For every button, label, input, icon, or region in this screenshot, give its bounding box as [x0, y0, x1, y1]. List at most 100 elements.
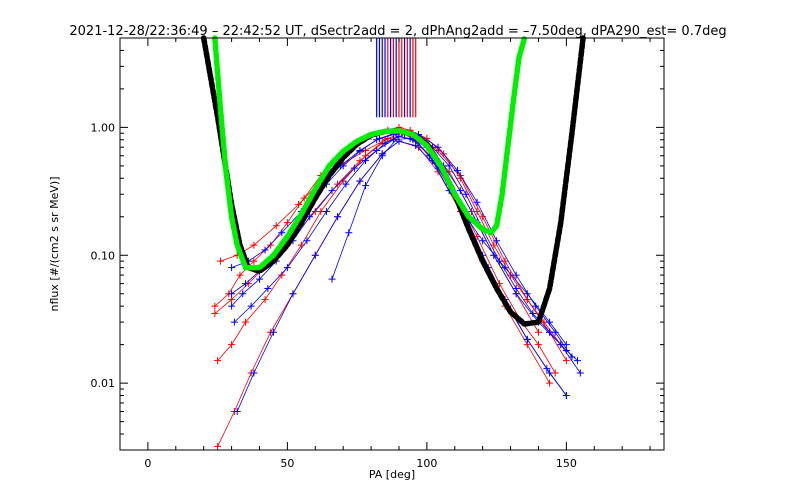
data-point-blue — [356, 177, 364, 185]
data-point-blue — [412, 142, 420, 150]
data-point-blue — [356, 146, 364, 154]
data-point-blue — [283, 264, 291, 272]
plot-frame — [119, 37, 665, 451]
data-point-blue — [255, 275, 263, 283]
data-point-red — [283, 219, 291, 227]
data-point-red — [216, 257, 224, 265]
data-point-red — [278, 271, 286, 279]
data-point-red — [261, 296, 269, 304]
data-point-blue — [375, 134, 383, 142]
data-point-blue — [546, 318, 554, 326]
series-line-blue — [231, 137, 581, 374]
data-point-red — [490, 241, 498, 249]
data-point-blue — [512, 290, 520, 298]
data-point-blue — [261, 246, 269, 254]
data-point-blue — [328, 275, 336, 283]
data-point-red — [214, 357, 222, 365]
data-point-red — [562, 357, 570, 365]
plot-area — [200, 35, 586, 450]
data-point-blue — [278, 229, 286, 237]
data-point-blue — [462, 190, 470, 198]
data-point-blue — [328, 187, 336, 195]
chart-title: 2021-12-28/22:36:49 – 22:42:52 UT, dSect… — [69, 24, 726, 39]
data-point-red — [295, 200, 303, 208]
data-point-blue — [342, 180, 350, 188]
data-point-red — [311, 207, 319, 215]
data-point-blue — [239, 290, 247, 298]
data-point-red — [228, 341, 236, 349]
data-point-blue — [456, 187, 464, 195]
data-point-blue — [479, 237, 487, 245]
data-point-blue — [434, 143, 442, 151]
data-point-blue — [373, 146, 381, 154]
data-point-blue — [576, 369, 584, 377]
x-tick-label: 150 — [556, 457, 577, 470]
data-point-red — [242, 318, 250, 326]
x-axis-label: PA [deg] — [369, 468, 415, 481]
data-point-blue — [311, 251, 319, 259]
data-point-blue — [233, 408, 241, 416]
data-point-red — [214, 442, 222, 450]
data-point-blue — [303, 237, 311, 245]
data-point-red — [546, 379, 554, 387]
series-line-blue — [234, 135, 567, 396]
data-point-blue — [230, 318, 238, 326]
data-point-blue — [523, 290, 531, 298]
data-point-blue — [501, 264, 509, 272]
data-point-blue — [562, 392, 570, 400]
data-point-red — [272, 222, 280, 230]
data-point-red — [534, 328, 542, 336]
data-point-blue — [334, 213, 342, 221]
data-point-blue — [557, 341, 565, 349]
data-point-blue — [378, 152, 386, 160]
data-point-red — [211, 310, 219, 318]
data-point-blue — [228, 302, 236, 310]
data-point-blue — [345, 229, 353, 237]
data-point-blue — [389, 136, 397, 144]
data-point-blue — [395, 132, 403, 140]
data-point-blue — [574, 357, 582, 365]
data-point-blue — [228, 264, 236, 272]
data-point-red — [250, 241, 258, 249]
series-line-red — [220, 132, 567, 361]
data-point-red — [267, 241, 275, 249]
y-tick-label: 0.10 — [91, 249, 116, 262]
data-point-red — [334, 180, 342, 188]
data-point-blue — [473, 198, 481, 206]
y-axis-label: nflux [#/(cm2 s sr MeV)] — [48, 177, 61, 312]
data-point-blue — [361, 182, 369, 190]
data-point-blue — [247, 302, 255, 310]
series-line-blue — [331, 135, 567, 345]
data-point-blue — [289, 290, 297, 298]
data-point-blue — [264, 284, 272, 292]
data-point-red — [228, 296, 236, 304]
axes: 0 50 100 150 0.01 0.10 1.00 — [91, 37, 664, 470]
data-point-blue — [228, 290, 236, 298]
data-point-blue — [523, 335, 531, 343]
x-tick-label: 50 — [280, 457, 294, 470]
y-tick-label: 0.01 — [91, 377, 116, 390]
x-tick-label: 100 — [416, 457, 437, 470]
data-point-red — [211, 302, 219, 310]
data-point-blue — [322, 207, 330, 215]
data-point-blue — [350, 164, 358, 172]
data-point-red — [523, 296, 531, 304]
data-point-blue — [242, 280, 250, 288]
fit-curve-green — [212, 35, 528, 271]
data-point-blue — [546, 369, 554, 377]
vertical-markers — [376, 38, 417, 118]
data-point-blue — [250, 369, 258, 377]
data-point-blue — [490, 251, 498, 259]
data-point-blue — [361, 157, 369, 165]
data-point-blue — [529, 310, 537, 318]
fit-curves — [200, 35, 586, 327]
x-tick-label: 0 — [144, 457, 151, 470]
data-point-blue — [512, 271, 520, 279]
data-point-red — [534, 341, 542, 349]
data-point-red — [236, 271, 244, 279]
data-point-blue — [269, 328, 277, 336]
data-point-blue — [493, 237, 501, 245]
y-tick-label: 1.00 — [91, 121, 116, 134]
data-series — [211, 123, 584, 450]
